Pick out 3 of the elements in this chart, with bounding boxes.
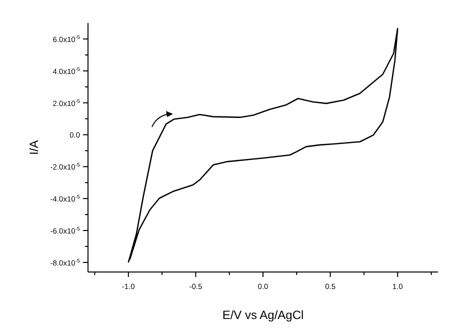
line-series — [128, 28, 398, 264]
y-axis-title: I/A — [27, 140, 41, 155]
x-axis-title: E/V vs Ag/AgCl — [222, 308, 304, 322]
